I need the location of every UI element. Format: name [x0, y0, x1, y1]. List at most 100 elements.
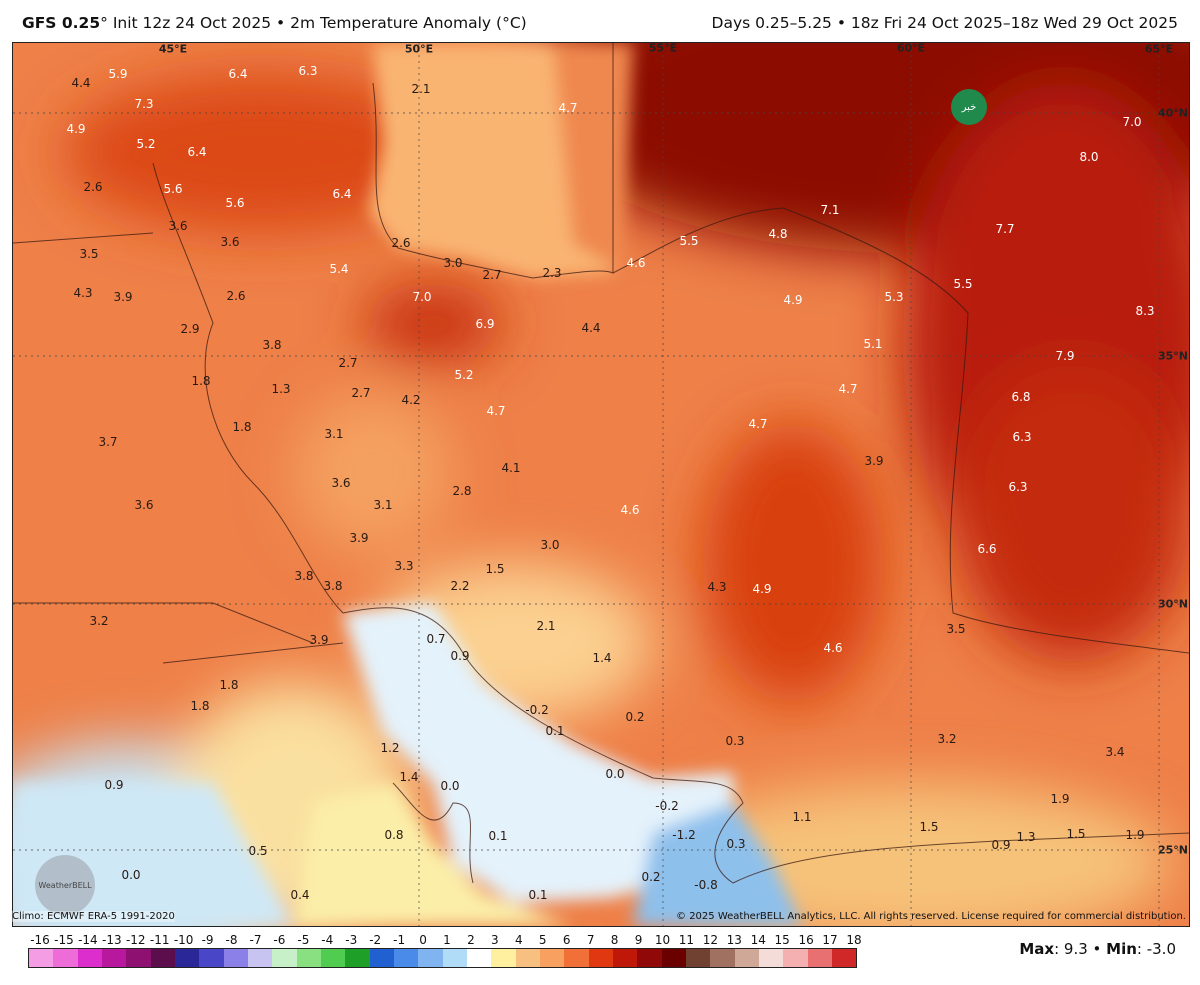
- anomaly-label: 4.4: [581, 321, 601, 335]
- colorbar-segment: [369, 949, 394, 967]
- latitude-label: 30°N: [1157, 597, 1189, 611]
- anomaly-label: 3.8: [294, 569, 314, 583]
- anomaly-label: 1.9: [1125, 828, 1145, 842]
- anomaly-label: 7.0: [1122, 115, 1142, 129]
- weatherbell-logo: WeatherBELL: [35, 855, 95, 915]
- colorbar-tick: -5: [297, 933, 310, 947]
- anomaly-label: 0.3: [726, 837, 746, 851]
- climo-note: Climo: ECMWF ERA-5 1991-2020: [12, 911, 175, 922]
- anomaly-label: 3.2: [89, 614, 109, 628]
- borders: [13, 43, 1189, 884]
- colorbar-segment: [77, 949, 102, 967]
- anomaly-label: 0.7: [426, 632, 446, 646]
- anomaly-label: 7.1: [820, 203, 840, 217]
- colorbar-tick: 11: [678, 933, 695, 947]
- anomaly-label: 3.6: [331, 476, 351, 490]
- colorbar-segment: [831, 949, 857, 967]
- anomaly-label: 3.2: [937, 732, 957, 746]
- colorbar-tick: -1: [393, 933, 406, 947]
- colorbar-tick: -9: [201, 933, 214, 947]
- anomaly-label: 1.4: [592, 651, 612, 665]
- anomaly-label: 2.8: [452, 484, 472, 498]
- anomaly-label: 6.4: [228, 67, 248, 81]
- colorbar-tick: -7: [249, 933, 262, 947]
- anomaly-label: 1.3: [271, 382, 291, 396]
- anomaly-label: 2.2: [450, 579, 470, 593]
- anomaly-label: 6.9: [475, 317, 495, 331]
- colorbar-segment: [223, 949, 248, 967]
- anomaly-label: 2.7: [338, 356, 358, 370]
- anomaly-label: 3.6: [220, 235, 240, 249]
- anomaly-label: 5.2: [454, 368, 474, 382]
- anomaly-label: 5.2: [136, 137, 156, 151]
- colorbar-segment: [29, 949, 54, 967]
- copyright-note: © 2025 WeatherBELL Analytics, LLC. All r…: [676, 911, 1186, 922]
- colorbar-tick: 0: [419, 933, 427, 947]
- anomaly-label: 3.9: [113, 290, 133, 304]
- anomaly-label: 7.7: [995, 222, 1015, 236]
- latitude-label: 35°N: [1157, 349, 1189, 363]
- latitude-label: 40°N: [1157, 106, 1189, 120]
- colorbar-segment: [272, 949, 297, 967]
- colorbar-tick: 12: [702, 933, 718, 947]
- anomaly-label: 4.4: [71, 76, 91, 90]
- anomaly-label: 3.9: [309, 633, 329, 647]
- colorbar-tick: -16: [30, 933, 50, 947]
- anomaly-label: 0.9: [450, 649, 470, 663]
- anomaly-label: 3.5: [79, 247, 99, 261]
- anomaly-label: 1.3: [1016, 830, 1036, 844]
- colorbar-segment: [466, 949, 492, 967]
- colorbar-tick: 4: [514, 933, 523, 947]
- anomaly-label: 0.5: [248, 844, 268, 858]
- anomaly-label: 4.9: [66, 122, 86, 136]
- anomaly-label: 0.9: [104, 778, 124, 792]
- anomaly-label: 2.1: [536, 619, 556, 633]
- anomaly-label: 1.5: [919, 820, 939, 834]
- anomaly-label: 7.9: [1055, 349, 1075, 363]
- anomaly-label: 4.7: [838, 382, 858, 396]
- anomaly-label: 4.9: [783, 293, 803, 307]
- anomaly-label: 6.6: [977, 542, 997, 556]
- longitude-label: 60°E: [896, 42, 926, 55]
- anomaly-label: 2.3: [542, 266, 562, 280]
- anomaly-label: 5.6: [225, 196, 245, 210]
- latitude-label: 25°N: [1157, 843, 1189, 857]
- anomaly-label: 3.6: [134, 498, 154, 512]
- colorbar-tick: -3: [345, 933, 358, 947]
- anomaly-label: 3.4: [1105, 745, 1125, 759]
- colorbar-segment: [637, 949, 662, 967]
- init-info: Init 12z 24 Oct 2025 • 2m Temperature An…: [112, 14, 527, 32]
- colorbar-tick: 1: [443, 933, 451, 947]
- anomaly-label: 8.0: [1079, 150, 1099, 164]
- colorbar-segment: [661, 949, 686, 967]
- anomaly-label: 6.3: [1008, 480, 1028, 494]
- anomaly-label: 1.8: [219, 678, 239, 692]
- colorbar-tick: 8: [610, 933, 619, 947]
- anomaly-label: 0.8: [384, 828, 404, 842]
- colorbar-tick: 17: [822, 933, 838, 947]
- anomaly-label: 1.4: [399, 770, 419, 784]
- anomaly-label: 4.6: [626, 256, 646, 270]
- colorbar-segment: [442, 949, 467, 967]
- anomaly-label: 2.9: [180, 322, 200, 336]
- forecast-period: Days 0.25–5.25 • 18z Fri 24 Oct 2025–18z…: [711, 14, 1178, 32]
- anomaly-label: 5.1: [863, 337, 883, 351]
- anomaly-label: 1.2: [380, 741, 400, 755]
- colorbar-segment: [539, 949, 565, 967]
- anomaly-label: 1.5: [485, 562, 505, 576]
- colorbar-segment: [685, 949, 711, 967]
- anomaly-label: 8.3: [1135, 304, 1155, 318]
- colorbar-tick: -15: [54, 933, 74, 947]
- anomaly-label: 6.4: [332, 187, 352, 201]
- max-label: Max: [1019, 940, 1055, 958]
- longitude-label: 45°E: [158, 42, 188, 56]
- anomaly-label: 3.6: [168, 219, 188, 233]
- anomaly-label: 5.3: [884, 290, 904, 304]
- colorbar-tick: 7: [586, 933, 595, 947]
- anomaly-label: 4.7: [748, 417, 768, 431]
- colorbar-tick: -12: [125, 933, 146, 947]
- colorbar-segment: [320, 949, 346, 967]
- max-min-summary: Max: 9.3 • Min: -3.0: [1019, 940, 1176, 958]
- colorbar-tick: -2: [369, 933, 382, 947]
- colorbar-tick: -4: [321, 933, 334, 947]
